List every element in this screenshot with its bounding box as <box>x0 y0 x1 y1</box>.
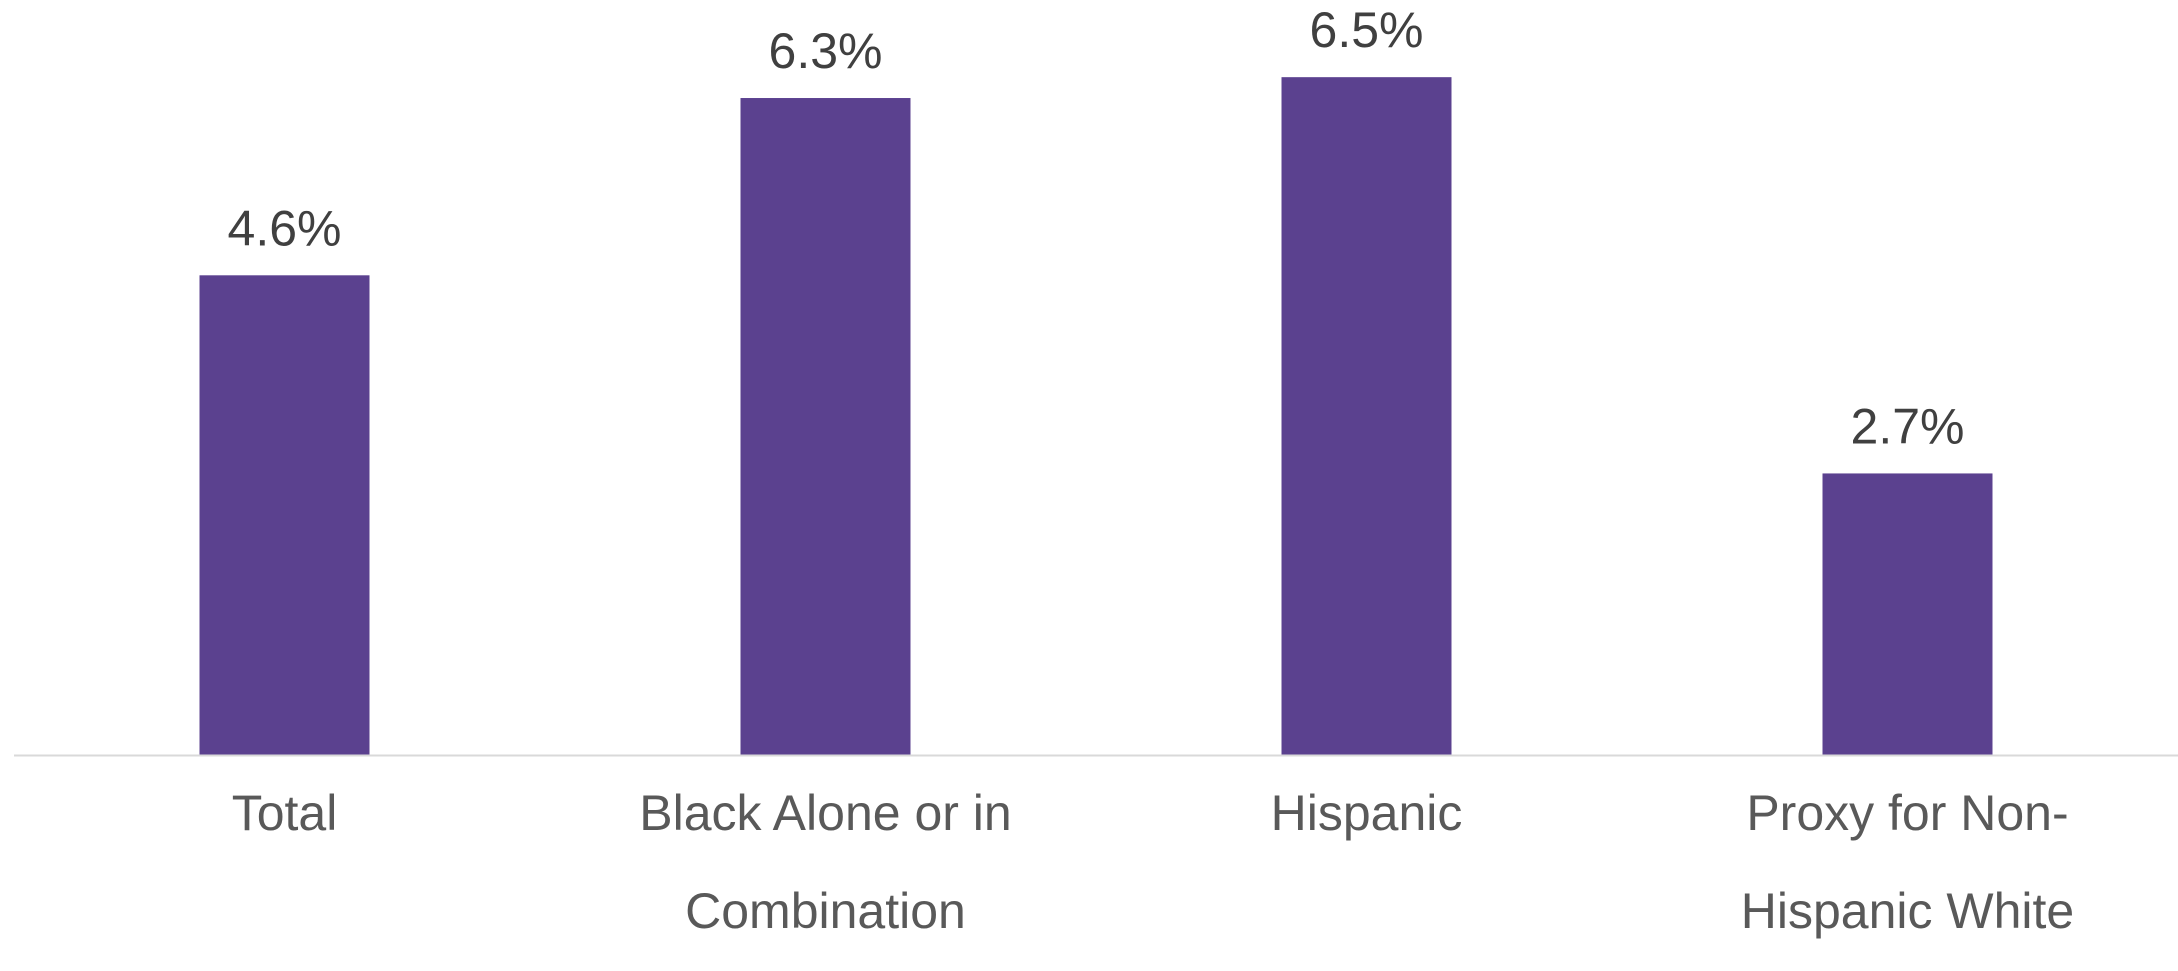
data-label-3: 6.5% <box>1310 2 1424 58</box>
category-label-2-line-1: Black Alone or in <box>639 785 1011 841</box>
data-labels-layer: 4.6% 6.3% 6.5% 2.7% <box>228 2 1965 454</box>
category-label-4-line-1: Proxy for Non- <box>1746 785 2068 841</box>
bar-1 <box>199 275 370 755</box>
bar-4 <box>1822 473 1993 755</box>
category-label-4-line-2: Hispanic White <box>1741 883 2074 939</box>
bar-3 <box>1281 77 1452 755</box>
bar-2 <box>740 98 911 756</box>
data-label-2: 6.3% <box>769 23 883 79</box>
data-label-1: 4.6% <box>228 200 342 256</box>
category-label-2-line-2: Combination <box>685 883 966 939</box>
category-label-3-line-1: Hispanic <box>1271 785 1463 841</box>
bars-layer <box>199 77 1993 756</box>
category-label-1-line-1: Total <box>232 785 338 841</box>
data-label-4: 2.7% <box>1851 398 1965 454</box>
category-labels-layer: Total Black Alone or in Combination Hispani… <box>232 785 2075 939</box>
